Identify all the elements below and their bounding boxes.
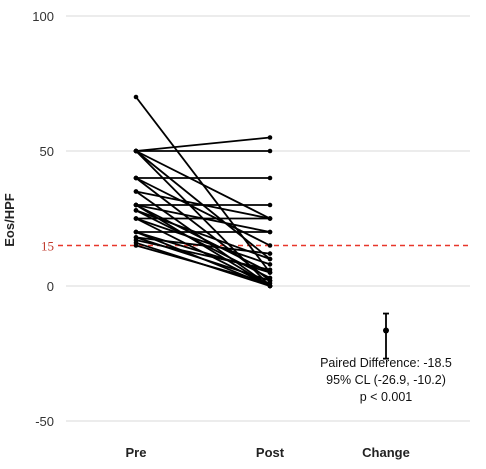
change-estimate-point bbox=[383, 327, 389, 334]
x-category-label-post: Post bbox=[256, 445, 285, 460]
reference-line-group: 15 bbox=[41, 239, 470, 254]
paired-difference-annotation: Paired Difference: -18.5 95% CL (-26.9, … bbox=[320, 356, 452, 404]
post-point-27 bbox=[267, 281, 273, 286]
post-point-7 bbox=[267, 243, 273, 248]
paired-line-13 bbox=[135, 204, 271, 274]
post-point-6 bbox=[267, 175, 273, 181]
paired-line-23 bbox=[135, 236, 271, 255]
post-point-25 bbox=[267, 267, 273, 273]
post-point-2 bbox=[267, 148, 273, 154]
y-tick-label-0: 0 bbox=[47, 279, 54, 294]
pre-point-16 bbox=[133, 208, 139, 213]
paired-line-1 bbox=[135, 136, 271, 152]
paired-lines bbox=[135, 96, 271, 287]
pre-point-22 bbox=[133, 229, 139, 235]
x-category-label-change: Change bbox=[362, 445, 410, 460]
paired-line-3 bbox=[135, 150, 271, 220]
post-point-17 bbox=[267, 216, 273, 221]
pre-point-0 bbox=[133, 94, 139, 100]
post-point-18 bbox=[267, 262, 273, 267]
annotation-line-2: 95% CL (-26.9, -10.2) bbox=[326, 373, 446, 387]
pre-point-14 bbox=[133, 202, 139, 208]
change-errorbar bbox=[383, 312, 389, 360]
x-axis-categories: Pre Post Change bbox=[126, 445, 410, 460]
pre-point-27 bbox=[133, 243, 139, 248]
pre-point-10 bbox=[133, 189, 139, 194]
post-point-20 bbox=[267, 229, 273, 235]
y-tick-label-50: 50 bbox=[40, 144, 54, 159]
paired-line-27 bbox=[135, 244, 271, 285]
post-point-1 bbox=[267, 135, 273, 140]
y-tick-label--50: -50 bbox=[35, 414, 54, 429]
paired-line-25 bbox=[135, 239, 271, 271]
y-axis: -50 0 50 100 bbox=[32, 9, 54, 429]
annotation-line-1: Paired Difference: -18.5 bbox=[320, 356, 452, 370]
pre-point-5 bbox=[133, 148, 139, 154]
y-tick-label-100: 100 bbox=[32, 9, 54, 24]
paired-line-7 bbox=[135, 177, 271, 247]
post-point-15 bbox=[267, 256, 273, 262]
y-axis-label: Eos/HPF bbox=[2, 193, 17, 247]
paired-points bbox=[133, 94, 273, 289]
post-point-23 bbox=[267, 251, 273, 256]
post-point-11 bbox=[267, 202, 273, 208]
pre-point-19 bbox=[133, 216, 139, 221]
pre-point-8 bbox=[133, 175, 139, 181]
reference-line-label: 15 bbox=[41, 239, 54, 254]
paired-line-18 bbox=[135, 217, 271, 266]
x-category-label-pre: Pre bbox=[126, 445, 147, 460]
annotation-line-3: p < 0.001 bbox=[360, 390, 413, 404]
